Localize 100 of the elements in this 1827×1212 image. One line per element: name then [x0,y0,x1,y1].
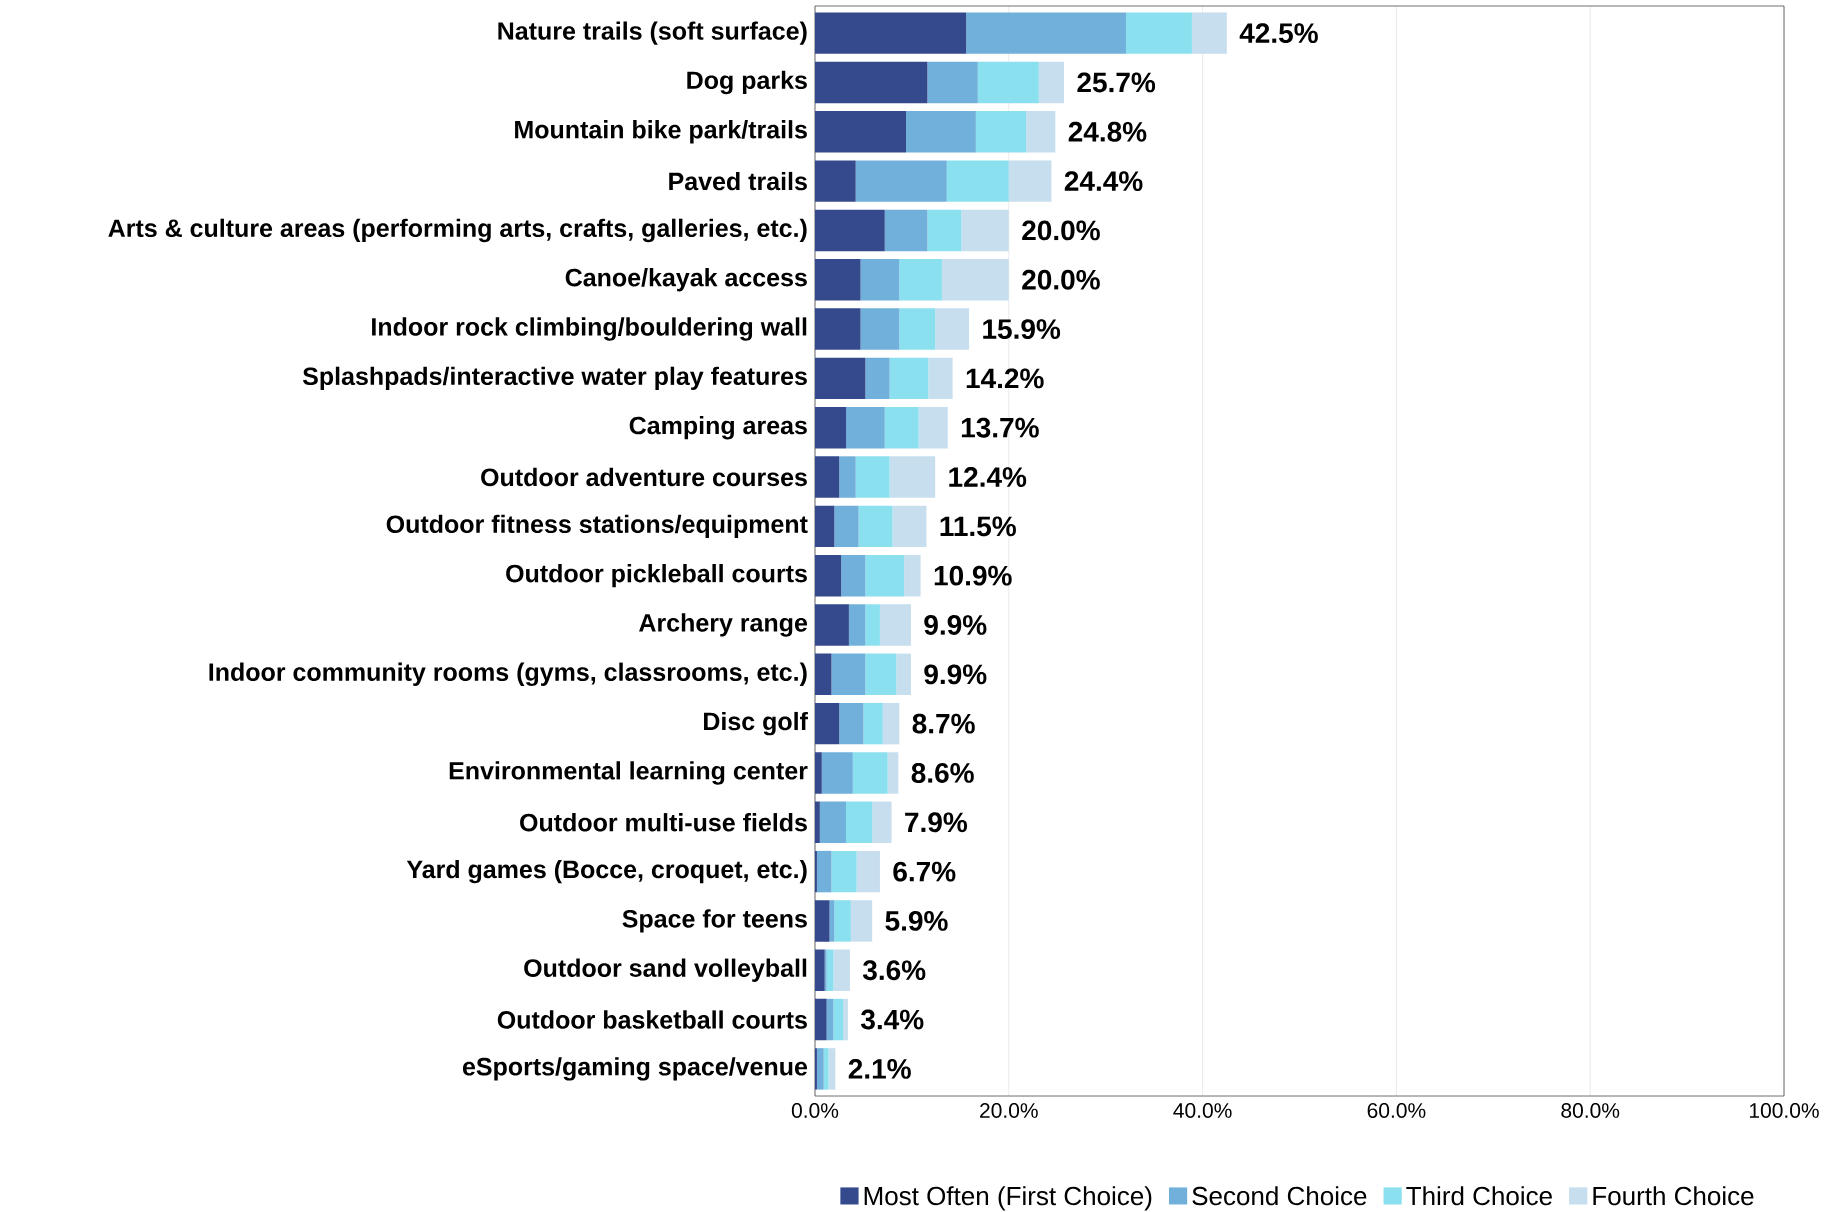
bar [815,308,861,350]
bar [815,160,856,202]
total-label: 24.8% [1068,121,1147,142]
bar [865,357,890,400]
total-label: 42.5% [1239,23,1318,44]
bar [841,554,866,597]
legend-label: Third Choice [1406,1186,1552,1206]
y-tick-label: Indoor rock climbing/bouldering wall [372,317,807,341]
bar [860,259,900,301]
bar [815,259,861,301]
bar [815,702,840,745]
bar [927,209,962,252]
bar [821,752,853,794]
bar [966,12,1127,54]
bar [1008,160,1052,202]
bar [860,308,900,350]
bar [899,259,942,301]
bar [855,160,947,202]
bar [815,111,907,153]
bar [834,900,851,942]
bar [848,604,866,646]
total-label: 10.9% [934,565,1012,586]
x-tick-label: 100.0% [1749,1103,1819,1118]
legend-label: Most Often (First Choice) [864,1186,1152,1211]
bar [815,12,967,54]
bar [850,900,873,942]
bar [819,801,847,843]
y-tick-label: Archery range [639,613,808,637]
bar [889,357,929,400]
bar [977,61,1039,104]
bar [815,998,827,1041]
bar [1126,12,1192,54]
bar [879,604,911,646]
bar [899,308,936,350]
bar [833,998,844,1041]
bar [918,406,948,449]
bar [904,554,921,597]
bar [815,752,822,794]
bar [1191,12,1227,54]
x-tick-label: 80.0% [1561,1103,1620,1118]
total-label: 20.0% [1022,269,1100,290]
bar [815,653,832,696]
x-tick-label: 40.0% [1173,1103,1232,1118]
bar [887,752,899,794]
bar [872,801,892,843]
x-tick-label: 60.0% [1367,1103,1426,1118]
total-label: 8.7% [912,713,975,734]
bar [858,505,893,548]
y-tick-label: Indoor community rooms (gyms, classrooms, etc.) [209,662,807,687]
y-tick-label: Dog parks [687,70,807,95]
total-label: 24.4% [1064,171,1143,191]
y-tick-label: Environmental learning center [449,761,808,785]
bar [855,456,890,498]
bar [941,259,1009,301]
bar [863,702,883,745]
bar [823,1048,829,1090]
total-label: 14.2% [966,368,1044,389]
bar [815,949,825,991]
bar [831,850,857,893]
bar [816,1048,824,1090]
bar [828,1048,836,1090]
bar [1026,111,1056,153]
y-tick-label: Outdoor adventure courses [481,467,807,487]
bar [884,209,928,252]
y-tick-label: Arts & culture areas (performing arts, crafts, galleries, etc.) [108,218,807,243]
bar [882,702,900,745]
total-label: 8.6% [911,763,974,783]
y-tick-label: eSports/gaming space/venue [462,1057,808,1081]
total-label: 25.7% [1077,72,1156,93]
y-tick-label: Outdoor fitness stations/equipment [386,514,808,538]
y-tick-label: Splashpads/interactive water play features [302,366,807,391]
bar [928,357,953,400]
bar [946,160,1009,202]
bar [834,505,859,548]
bar [839,702,864,745]
bar [846,406,885,449]
total-label: 6.7% [893,861,956,882]
bar [815,209,885,252]
bar [816,850,832,893]
legend-label: Second Choice [1192,1186,1367,1206]
y-tick-label: Camping areas [629,415,807,440]
bar [815,61,928,104]
bar [815,456,840,498]
bar [815,604,849,646]
bar [815,554,842,597]
bar [975,111,1027,153]
bar [961,209,1009,252]
bar [831,653,866,696]
bar [815,406,847,449]
bar [889,456,936,498]
total-label: 2.1% [848,1058,911,1079]
total-label: 5.9% [885,910,948,931]
y-tick-label: Paved trails [669,171,807,191]
bar [892,505,927,548]
bar [906,111,976,153]
y-tick-label: Outdoor pickleball courts [506,564,807,588]
bar [935,308,970,350]
y-tick-label: Nature trails (soft surface) [498,21,807,45]
bar [1038,61,1065,104]
bar [815,801,820,843]
